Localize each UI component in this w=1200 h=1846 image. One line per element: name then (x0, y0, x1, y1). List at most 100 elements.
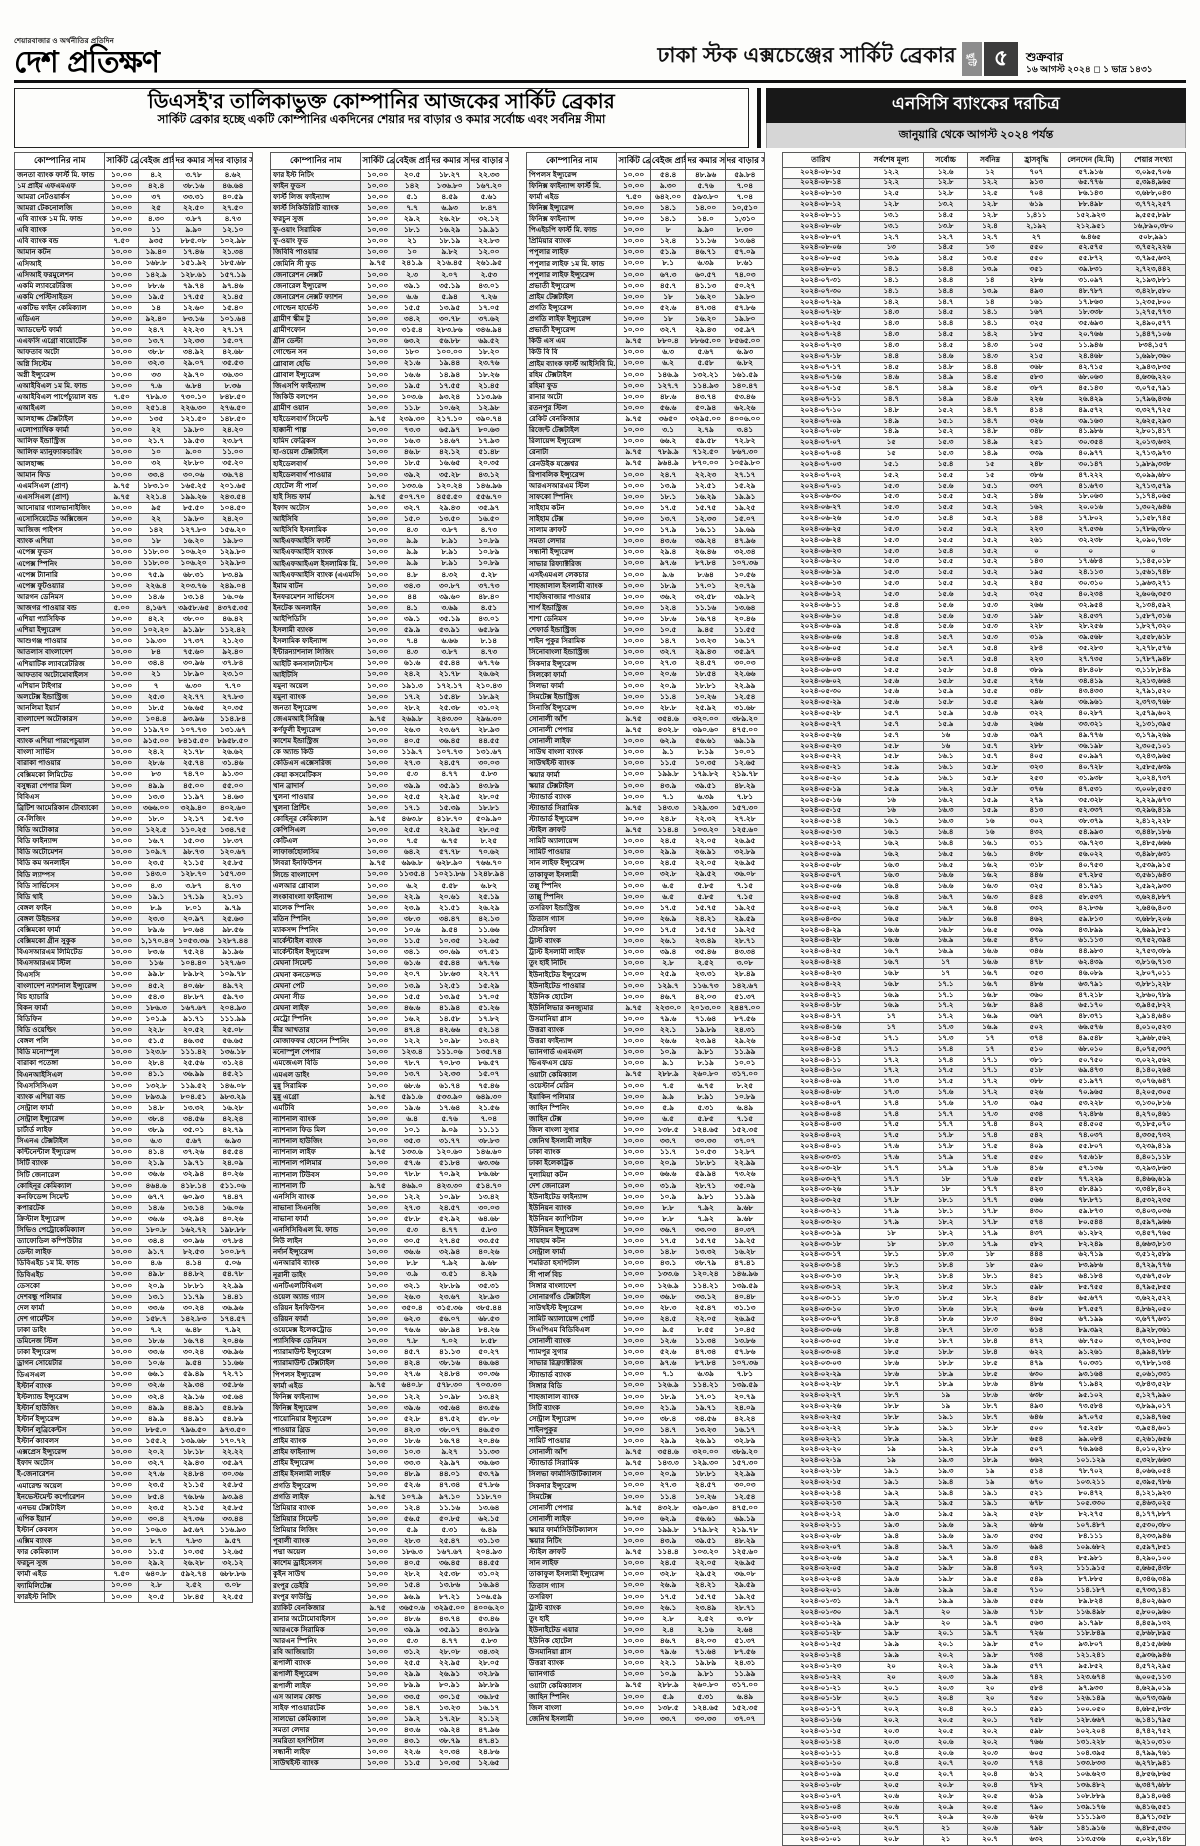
cell-value: ১৫.৫ (923, 502, 969, 515)
cell-name: সিলকো ফার্মা (525, 668, 618, 681)
cell-value: ৮৯.৮২৪ (1060, 1596, 1122, 1608)
cell-value: ২২.৫৫ (212, 1590, 254, 1603)
cell-value: ৭০৩.৩০ (468, 1379, 510, 1392)
cell-value: ২৪৫ (1011, 578, 1062, 591)
cell-value: ৫৭.৮৬ (468, 1479, 510, 1492)
cell-value: ৩,৬৮৮,০৪৩ (1120, 188, 1186, 201)
cell-value: ১৮.৮ (858, 1411, 925, 1424)
table-row: ২০২৪-০২-২৮ ১৮.৭ ১৮.৯ ১৮.৬ ৪৮৬ ৭১.৯৪২ ৩,৮৪৩,৫২৮ (782, 1379, 1186, 1392)
table-row: গ্রীন ডেল্টা ১০.০০ ৬৩.২ ৫৬.৮৮ ৬৯.৫২ (269, 335, 510, 348)
cell-value: ৮০.৯১ (429, 1679, 470, 1692)
table-row: ইস্টার্ন ব্যাংক ১০.০০ ৩২.৬ ২৯.৩৪ ৩৫.৮৬ (13, 1379, 254, 1392)
cell-value: ১০.০০ (360, 646, 395, 659)
table-row: ২০২৪-০১-২৮ ১৯.৮ ২০.১ ১৯.৭ ৭২৬ ১১৮.৮৪৯ ৫,৮৬৮,৮৯… (782, 1628, 1186, 1641)
cell-name: সেন্ট্রাল ইন্স্যুরেন্স (525, 1413, 618, 1426)
cell-name: এনটিএলটিবিএল (269, 1279, 362, 1292)
cell-value: ১৩.৯ (967, 285, 1013, 298)
cell-value: ১০.০০ (360, 1102, 395, 1115)
cell-value: ৫৬.৬১ (685, 1513, 726, 1526)
cell-value: ৩৭.২৬ (173, 1146, 214, 1159)
cell-name: ড্রাগন সোয়েটার (13, 1357, 106, 1370)
cell-name: ২০২৪-০৩-৩১ (782, 1152, 860, 1164)
cell-value: ৩৮.৪ (649, 1413, 687, 1426)
cell-value: ৪২৩ (1011, 1184, 1062, 1197)
cell-value: ৩,০৯৯,৬৮০ (1120, 469, 1186, 482)
cell-value: ১০.০০ (616, 1302, 651, 1315)
cell-value: ১০.০০ (616, 1579, 651, 1592)
cell-value: ১৭.৯৩ (468, 435, 510, 448)
cell-value: ১৪.৪ (923, 285, 969, 298)
cell-name: বিডি থাই (13, 890, 106, 904)
cell-value: ২০ (967, 1682, 1013, 1695)
table-row: সিকদার ইন্স্যুরেন্স ১০.০০ ২৭.৩ ২৪.৫৭ ৩০.০৩ (525, 1479, 766, 1492)
cell-value: ১০.০০ (360, 1557, 395, 1570)
cell-value: ৩৯.৭২৩ (1060, 838, 1122, 850)
th-base-price: বেইজ প্রাইস (137, 152, 175, 170)
table-row: গোল্ডেন হার্ভেস্ট ১০.০০ ১৫.৫ ১৩.৯৫ ১৭.০৫ (269, 302, 510, 315)
cell-value: ১০.০০ (104, 1257, 139, 1270)
cell-value: ৩৪.১ (393, 946, 431, 959)
cell-name: গ্রামীণ স্কীম টু (269, 313, 362, 326)
cell-value: ১০.০০ (616, 957, 651, 970)
cell-name: স্কয়ার টেক্সটাইল (525, 779, 618, 793)
cell-value: ৪৫.২১ (212, 1068, 254, 1081)
cell-value: ১৬.২ (967, 859, 1013, 872)
cell-value: ৪২.৭৯ (212, 1124, 254, 1137)
cell-value: ১১৪.৪ (649, 824, 687, 837)
cell-name: এপেক্স স্পিনিং (13, 557, 106, 570)
cell-value: ১০.০০ (616, 691, 651, 704)
cell-value: ১৪৬.৬০ (468, 1146, 510, 1159)
cell-value: ৩০.০৩ (724, 1479, 766, 1492)
cell-value: ২২.১ (649, 1024, 687, 1037)
cell-value: ১০.০০ (360, 1124, 395, 1137)
table-row: যমুনা ব্যাংক ১০.০০ ১৭.২ ১৫.৪৮ ১৮.৯২ (269, 691, 510, 704)
cell-value: ১০.৩ (393, 1446, 431, 1459)
cell-value: ৩৬.৯৬১ (1060, 697, 1122, 710)
cell-value: ১০.০০ (104, 191, 139, 204)
cell-value: ১০.০০ (104, 624, 139, 637)
cell-value: ১৯.৮ (967, 1650, 1013, 1662)
cell-value: ২,১৯৩,৮৮১ (1120, 275, 1186, 287)
cell-value: ৭০.৯২ (429, 1168, 470, 1181)
cell-value: ১,৭৯৬,৪৩৬ (1120, 394, 1186, 406)
cell-value: ৫০৯.৯০ (468, 813, 510, 826)
ncc-column: তারিখ সর্বশেষ মূল্য সর্বোচ্চ সর্বনিম্ন হ… (782, 152, 1186, 1846)
table-row: ফার্স্ট সিকিউরিটি ব্যাংক ১০.০০ ৭.৭ ৬.৯৩ ৮.৪৭ (269, 202, 510, 215)
cell-name: প্রিমিয়ার ব্যাংক (269, 1501, 362, 1515)
cell-name: ২০২৪-০৬-১১ (782, 599, 860, 612)
table-row: ইউনিয়ন ক্যাপিটাল ১০.০০ ৮.৮ ৭.৯২ ৯.৬৮ (525, 1213, 766, 1226)
cell-name: রেনাটা (525, 446, 618, 459)
table-row: আলহাজ্জ টেক্সটাইল ১০.০০ ১৩৫ ১২১.৫০ ১৪৮.৫০ (13, 413, 254, 426)
cell-value: ১৫.২ (967, 578, 1013, 591)
cell-name: এক্সপ্রেস ইন্স্যুরেন্স (13, 1446, 106, 1459)
cell-value: ১৯.৮০ (724, 291, 766, 304)
cell-value: ২৪.৫ (649, 1557, 687, 1570)
cell-name: ২০২৪-০১-১৪ (782, 1736, 860, 1749)
cell-value: ৩৪.৯২ (173, 346, 214, 359)
cell-value: ৮৫৬৫.০০ (724, 335, 766, 348)
cell-value: ১০.০০ (104, 1546, 139, 1559)
cell-value: ৯৭৩.৫০ (212, 1424, 254, 1437)
cell-value: ৩২.৭ (649, 646, 687, 659)
cell-value: ৪০২ (1011, 1119, 1062, 1132)
cell-name: ফার্মা এইড (525, 191, 618, 204)
table-row: ২০২৪-০৩-০৫ ১৮.৫ ১৮.৭ ১৮.৪ ৪৭২ ৬৮.৭৫০ ৩,৭৩২,৮৩৫ (782, 1336, 1186, 1348)
cell-name: বাংলাদেশ অটোকারস (13, 713, 106, 726)
cell-value: ৪২.৬৬ (429, 1024, 470, 1037)
cell-value: ২৬.৬২ (468, 668, 510, 681)
cell-value: ৩২০.০০ (685, 713, 726, 726)
cell-name: এপিক ইয়ার্ন (13, 1513, 106, 1526)
cell-value: ১৪.৩ (967, 339, 1013, 352)
cell-name: ২০২৪-০৩-১৩ (782, 1271, 860, 1284)
cell-value: ১০.০০ (360, 1468, 395, 1481)
cell-value: ৪,৪৫৯,১৩২ (1120, 1617, 1186, 1630)
cell-value: ১০.০০ (360, 524, 395, 537)
cell-value: ১০.৩৫ (429, 935, 470, 948)
cell-value: ১০.০০ (616, 546, 651, 559)
cell-value: ২২১.৪ (137, 491, 175, 504)
cell-value: ২৮.৬ (137, 757, 175, 770)
cell-value: ১২.৭ (923, 231, 969, 244)
cell-value: ১৪.৫ (923, 253, 969, 266)
cell-value: ৪৬.৬৪ (212, 179, 254, 193)
cell-name: ইয়াকিন পলিমার (525, 1090, 618, 1104)
